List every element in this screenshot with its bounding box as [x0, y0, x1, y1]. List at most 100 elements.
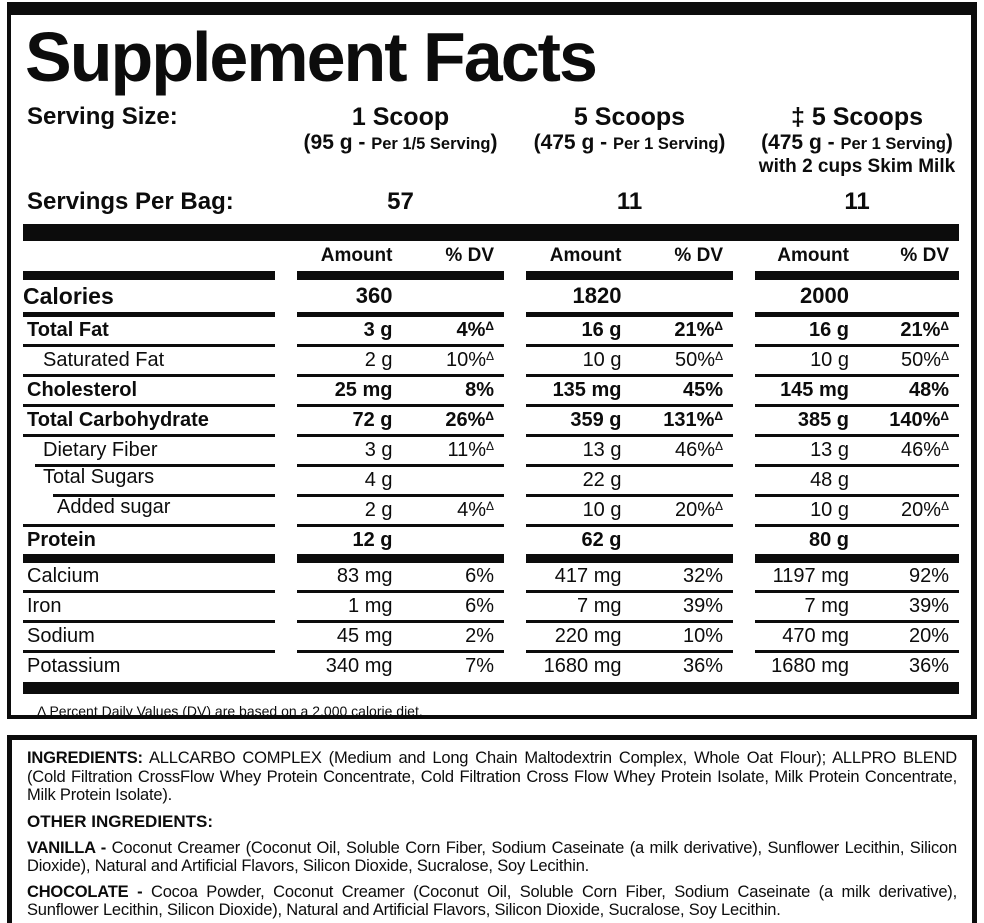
- serving-column: 1 Scoop (95 g - Per 1/5 Serving): [297, 103, 504, 178]
- column-header-row: Amount % DV Amount % DV Amount % DV: [23, 241, 959, 271]
- serving-weight: (95 g - Per 1/5 Serving): [303, 131, 498, 154]
- dv-value: [401, 470, 505, 491]
- nutrient-label: Total Carbohydrate: [23, 404, 275, 434]
- nutrient-label: Calories: [23, 283, 114, 309]
- amount-value: 48 g: [810, 469, 849, 491]
- flavor-name: VANILLA -: [27, 838, 107, 857]
- amount-value: 7 mg: [577, 595, 622, 617]
- amount-value: 1197 mg: [772, 565, 849, 587]
- nutrient-row: Calories 360 1820 2000: [23, 280, 959, 312]
- nutrient-values-group: 2 g 4%Δ: [297, 494, 504, 524]
- amount-value: 22 g: [582, 469, 622, 491]
- header-spacer: [23, 241, 275, 271]
- ingredients-box: INGREDIENTS: ALLCARBO COMPLEX (Medium an…: [7, 735, 977, 923]
- nutrient-row: Protein 12 g 62 g 80 g: [23, 524, 959, 554]
- nutrient-values-group: 340 mg 7%: [297, 650, 504, 680]
- dv-value: 4%Δ: [456, 319, 494, 341]
- servings-count: 57: [387, 188, 414, 215]
- nutrient-values-group: 145 mg 48%: [755, 374, 959, 404]
- nutrient-values-group: 220 mg 10%: [526, 620, 733, 650]
- bar-segment: [23, 271, 275, 280]
- section-underline-bars: [23, 554, 959, 563]
- nutrient-values-group: 360: [297, 280, 504, 312]
- nutrient-row: Saturated Fat 2 g 10%Δ 10 g 50%Δ 10 g 50%Δ: [23, 344, 959, 374]
- nutrient-label: Protein: [23, 524, 275, 554]
- nutrient-values-group: 16 g 21%Δ: [526, 312, 733, 344]
- amount-value: 2 g: [364, 499, 393, 521]
- amount-header: Amount: [777, 245, 849, 266]
- dv-value: 4%Δ: [457, 499, 494, 521]
- amount-value: 1 mg: [348, 595, 393, 617]
- dv-value: [630, 530, 734, 551]
- amount-value: 72 g: [352, 409, 393, 431]
- flavor-paragraph: CHOCOLATE - Cocoa Powder, Coconut Creame…: [27, 883, 957, 920]
- bottom-divider-bar: [23, 682, 959, 694]
- flavor-list: VANILLA - Coconut Creamer (Coconut Oil, …: [27, 839, 957, 920]
- amount-value: 145 mg: [780, 379, 849, 401]
- dv-value: 46%Δ: [900, 439, 949, 461]
- nutrient-values-group: 1680 mg 36%: [526, 650, 733, 680]
- dv-value: [630, 284, 734, 308]
- nutrient-values-group: 16 g 21%Δ: [755, 312, 959, 344]
- bar-segment: [755, 271, 959, 280]
- dv-value: [857, 530, 959, 551]
- dv-value: 2%: [465, 625, 494, 647]
- dv-value: 7%: [465, 655, 494, 677]
- amount-value: 340 mg: [325, 655, 393, 677]
- amount-header: Amount: [549, 245, 622, 266]
- nutrient-row: Cholesterol 25 mg 8% 135 mg 45% 145 mg 48%: [23, 374, 959, 404]
- flavor-text: Cocoa Powder, Coconut Creamer (Coconut O…: [27, 882, 957, 920]
- amount-value: 135 mg: [552, 379, 622, 401]
- nutrient-label: Total Sugars: [23, 464, 275, 494]
- servings-count: 11: [616, 188, 643, 215]
- nutrient-label: Iron: [23, 590, 275, 620]
- dv-header: % DV: [674, 245, 723, 266]
- dv-value: 45%: [682, 379, 723, 401]
- nutrient-row: Dietary Fiber 3 g 11%Δ 13 g 46%Δ 13 g 46%Δ: [23, 434, 959, 464]
- amount-value: 80 g: [808, 529, 849, 551]
- serving-weight: (475 g - Per 1 Serving): [533, 131, 726, 154]
- amount-value: 3 g: [364, 439, 393, 461]
- amount-value: 10 g: [582, 349, 622, 371]
- nutrient-values-group: 3 g 4%Δ: [297, 312, 504, 344]
- other-ingredients-label: OTHER INGREDIENTS:: [27, 811, 214, 831]
- nutrient-label: Cholesterol: [23, 374, 275, 404]
- nutrient-values-group: 470 mg 20%: [755, 620, 959, 650]
- amount-value: 470 mg: [782, 625, 849, 647]
- amount-value: 62 g: [581, 529, 622, 551]
- nutrient-values-group: 48 g: [755, 464, 959, 494]
- dv-value: 50%Δ: [900, 349, 949, 371]
- facts-panel: Supplement Facts Serving Size: 1 Scoop (9…: [7, 2, 977, 719]
- nutrient-values-group: 10 g 50%Δ: [755, 344, 959, 374]
- amount-value: 3 g: [363, 319, 393, 341]
- dv-header: % DV: [900, 245, 949, 266]
- amount-value: 83 mg: [336, 565, 393, 587]
- amount-value: 385 g: [797, 409, 849, 431]
- flavor-name: CHOCOLATE -: [27, 882, 143, 901]
- nutrient-label: Total Fat: [23, 312, 275, 344]
- scoop-count: 1 Scoop: [351, 103, 450, 131]
- amount-value: 10 g: [810, 499, 849, 521]
- nutrient-label: Potassium: [23, 650, 275, 680]
- amount-value: 16 g: [808, 319, 849, 341]
- nutrient-values-group: 10 g 50%Δ: [526, 344, 733, 374]
- serving-column: 5 Scoops (475 g - Per 1 Serving): [526, 103, 733, 178]
- dv-value: [857, 470, 959, 491]
- amount-value: 13 g: [810, 439, 849, 461]
- servings-count: 11: [844, 188, 870, 215]
- scoop-count: 5 Scoops: [573, 103, 686, 131]
- ingredients-text: ALLCARBO COMPLEX (Medium and Long Chain …: [27, 749, 957, 804]
- dv-value: 20%Δ: [900, 499, 949, 521]
- dv-value: 36%: [682, 655, 723, 677]
- dv-value: 21%Δ: [900, 319, 949, 341]
- nutrient-values-group: 1680 mg 36%: [755, 650, 959, 680]
- nutrient-values-group: 4 g: [297, 464, 504, 494]
- amount-value: 45 mg: [336, 625, 393, 647]
- nutrient-values-group: 1197 mg 92%: [755, 563, 959, 590]
- nutrient-values-group: 135 mg 45%: [526, 374, 733, 404]
- dv-value: 6%: [465, 565, 494, 587]
- ingredients-label: INGREDIENTS:: [27, 749, 143, 767]
- amount-value: 7 mg: [804, 595, 849, 617]
- nutrient-row: Total Carbohydrate 72 g 26%Δ 359 g 131%Δ 385 …: [23, 404, 959, 434]
- dv-value: 26%Δ: [445, 409, 494, 431]
